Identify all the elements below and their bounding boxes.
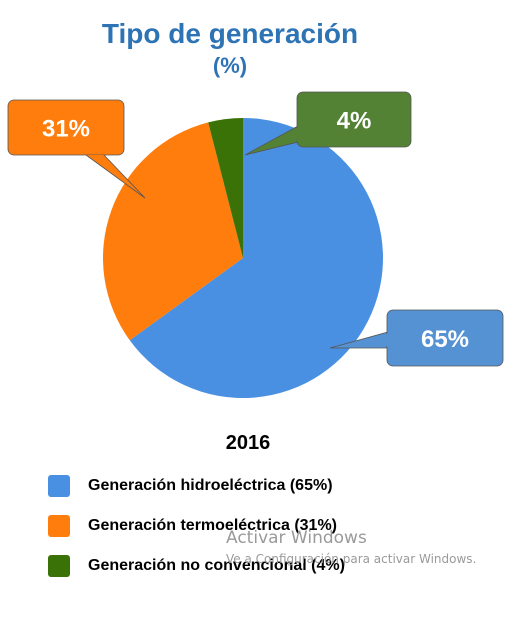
callout-seam-nonconventional: [293, 126, 298, 142]
data-label-hydro: 65%: [421, 326, 469, 353]
chart-title: Tipo de generación: [101, 18, 359, 49]
watermark-line-1: Activar Windows: [226, 528, 367, 548]
legend-item-thermo: Generación termoeléctrica (31%): [48, 515, 337, 537]
chart-subtitle: (%): [212, 53, 248, 78]
callout-seam-hydro: [383, 332, 388, 348]
callout-box-nonconventional: [296, 91, 412, 148]
windows-activation-watermark: Activar Windows Ve a Configuración para …: [226, 528, 476, 567]
pie-chart: 65% 31% 4%: [7, 91, 504, 398]
legend-item-nonconventional: Generación no convencional (4%): [48, 555, 345, 577]
legend-swatch-hydro: [48, 475, 70, 497]
legend-label-thermo: Generación termoeléctrica (31%): [88, 517, 337, 534]
watermark-line-2: Ve a Configuración para activar Windows.: [226, 552, 477, 567]
legend-label-nonconventional: Generación no convencional (4%): [88, 557, 345, 574]
pie-slice-hydro: [129, 118, 383, 398]
year-label: 2016: [225, 432, 271, 454]
pie-slice-nonconventional: [208, 118, 243, 258]
legend-label-hydro: Generación hidroeléctrica (65%): [88, 477, 333, 494]
callout-hydro: 65%: [329, 309, 504, 367]
data-label-thermo: 31%: [42, 116, 90, 143]
legend-item-hydro: Generación hidroeléctrica (65%): [48, 475, 333, 497]
legend-swatch-nonconventional: [48, 555, 70, 577]
callout-box-thermo: [7, 99, 125, 156]
legend-swatch-thermo: [48, 515, 70, 537]
callout-nonconventional: 4%: [244, 91, 412, 156]
callout-seam-thermo: [86, 155, 104, 159]
pie-slice-thermo: [102, 122, 243, 341]
data-label-nonconventional: 4%: [337, 108, 372, 135]
callout-thermo: 31%: [7, 99, 146, 199]
